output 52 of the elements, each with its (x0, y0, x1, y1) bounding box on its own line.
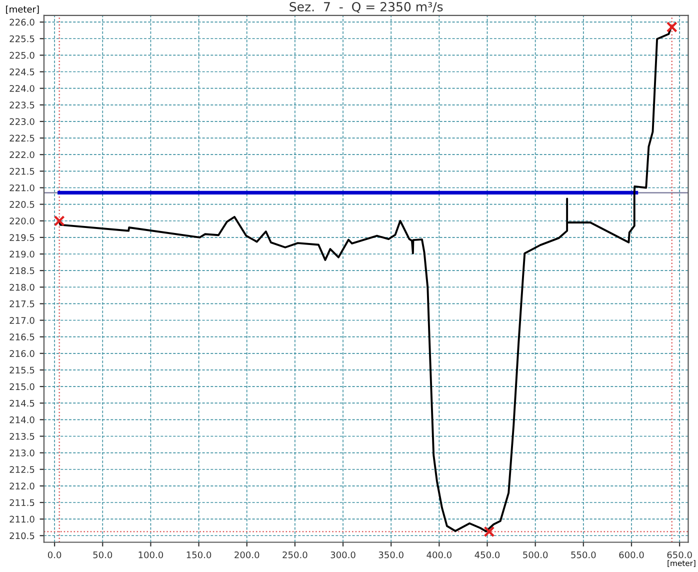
x-tick-label: 250.0 (282, 551, 308, 558)
y-tick-label: 220.5 (10, 201, 34, 208)
y-tick-label: 222.0 (10, 151, 34, 158)
y-tick-label: 212.0 (10, 482, 34, 490)
x-tick-label: 300.0 (330, 551, 356, 558)
y-tick-label: 218.5 (10, 267, 34, 274)
y-tick-label: 224.5 (10, 68, 34, 76)
y-tick-label: 216.5 (10, 334, 34, 340)
y-tick-label: 212.5 (10, 466, 34, 473)
y-tick-label: 218.0 (10, 284, 34, 291)
y-tick-label: 219.0 (10, 250, 34, 258)
y-tick-label: 211.0 (10, 516, 34, 523)
x-tick-label: 400.0 (426, 551, 452, 558)
y-tick-label: 225.0 (10, 52, 34, 59)
x-tick-label: 600.0 (619, 551, 644, 558)
x-tick-label: 650.0 (667, 551, 692, 558)
y-tick-label: 216.0 (10, 350, 34, 357)
y-tick-label: 217.5 (10, 300, 34, 308)
point (54, 215, 65, 226)
y-tick-label: 221.0 (10, 184, 34, 192)
y-tick-label: 210.5 (10, 532, 34, 540)
x-tick-label: 200.0 (234, 551, 260, 558)
y-tick-label: 223.5 (10, 102, 34, 108)
point (484, 526, 495, 538)
y-tick-label: 217.0 (10, 316, 34, 324)
y-tick-label: 225.5 (10, 35, 34, 42)
y-tick-label: 215.0 (10, 383, 34, 390)
x-tick-label: 50.0 (93, 551, 112, 558)
y-tick-label: 219.5 (10, 234, 34, 241)
y-tick-label: 214.0 (10, 416, 34, 424)
y-tick-label: 223.0 (10, 118, 34, 126)
x-tick-label: 100.0 (138, 551, 164, 558)
y-tick-label: 221.5 (10, 168, 34, 175)
y-tick-label: 211.5 (10, 499, 34, 506)
y-tick-label: 213.5 (10, 432, 34, 440)
y-tick-label: 224.0 (10, 85, 34, 92)
x-tick-label: 450.0 (474, 551, 500, 558)
y-tick-label: 226.0 (10, 18, 34, 26)
y-tick-label: 213.0 (10, 450, 34, 456)
y-tick-label: 220.0 (10, 218, 34, 224)
y-tick-label: 222.5 (10, 134, 34, 142)
point (666, 22, 678, 33)
line-series (58, 27, 672, 532)
chart-title: Sez. 7 - Q = 2350 m³/s (290, 2, 443, 13)
x-tick-label: 500.0 (523, 551, 548, 558)
y-axis-title: [meter] (6, 6, 39, 14)
y-tick-label: 215.5 (10, 366, 34, 374)
x-tick-label: 0.0 (48, 551, 62, 558)
x-tick-label: 350.0 (378, 551, 404, 558)
x-tick-label: 550.0 (571, 551, 596, 558)
y-tick-label: 214.5 (10, 400, 34, 407)
x-tick-label: 150.0 (186, 551, 212, 558)
